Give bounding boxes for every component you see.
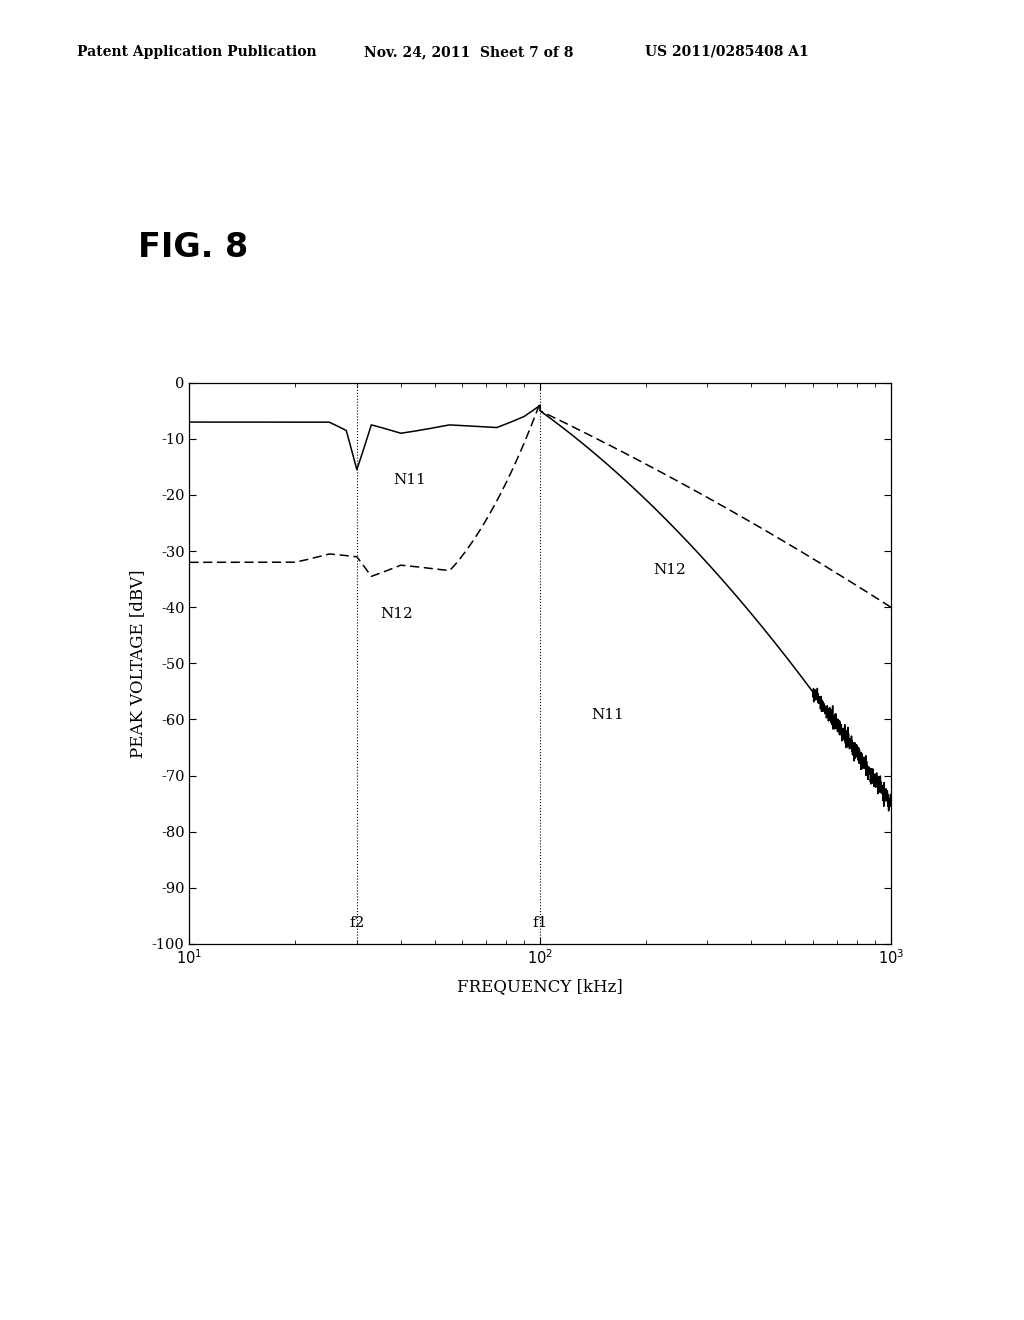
Text: Nov. 24, 2011  Sheet 7 of 8: Nov. 24, 2011 Sheet 7 of 8: [364, 45, 572, 59]
Text: N11: N11: [393, 473, 426, 487]
Text: N11: N11: [592, 709, 625, 722]
Text: f1: f1: [532, 916, 548, 929]
Text: US 2011/0285408 A1: US 2011/0285408 A1: [645, 45, 809, 59]
Text: N12: N12: [380, 607, 413, 622]
Y-axis label: PEAK VOLTAGE [dBV]: PEAK VOLTAGE [dBV]: [129, 569, 146, 758]
Text: N12: N12: [653, 562, 686, 577]
X-axis label: FREQUENCY [kHz]: FREQUENCY [kHz]: [458, 978, 623, 995]
Text: f2: f2: [349, 916, 365, 929]
Text: Patent Application Publication: Patent Application Publication: [77, 45, 316, 59]
Text: FIG. 8: FIG. 8: [138, 231, 249, 264]
